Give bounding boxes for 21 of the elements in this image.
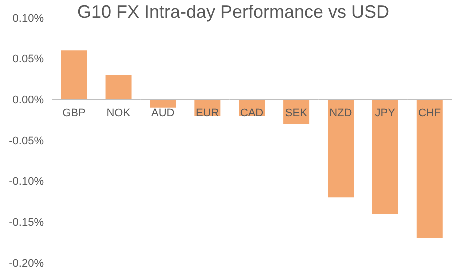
y-tick-label: 0.05% [12, 54, 44, 66]
bar [328, 100, 354, 198]
y-tick-label: 0.10% [12, 12, 44, 25]
y-tick-label: -0.20% [9, 258, 44, 270]
x-tick-label: SEK [285, 108, 308, 120]
chart-title: G10 FX Intra-day Performance vs USD [77, 2, 390, 22]
bar [372, 100, 398, 214]
y-tick-label: -0.10% [9, 176, 44, 188]
x-tick-label: NZD [330, 108, 352, 120]
x-tick-label: AUD [151, 108, 175, 120]
y-tick-label: -0.15% [9, 217, 44, 230]
x-tick-label: NOK [106, 108, 132, 120]
y-tick-label: 0.00% [12, 94, 44, 107]
bar [416, 100, 443, 238]
bar [61, 50, 88, 100]
y-tick-label: -0.05% [9, 135, 44, 148]
bar [106, 75, 132, 100]
x-tick-label: CHF [418, 108, 442, 120]
bar [150, 100, 176, 108]
x-tick-label: GBP [62, 108, 86, 120]
x-tick-label: JPY [375, 108, 396, 120]
